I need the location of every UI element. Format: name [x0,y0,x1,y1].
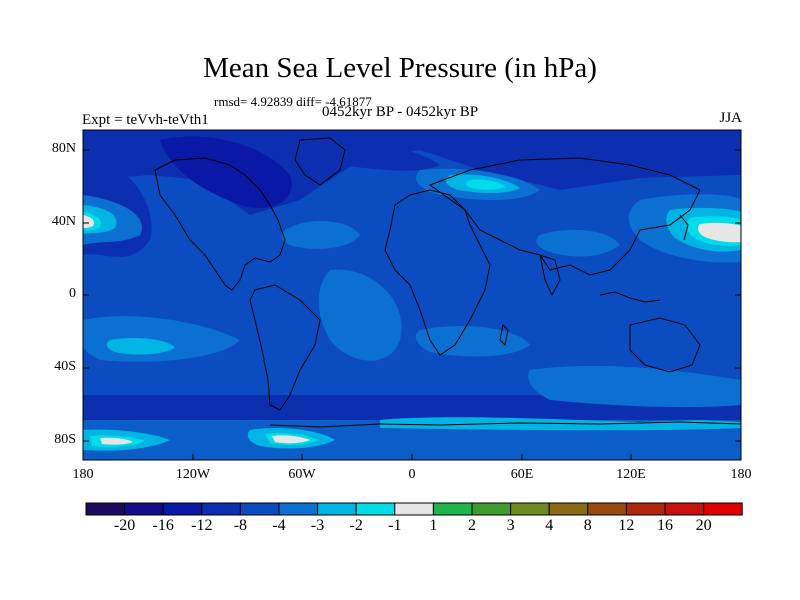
colorbar-box [85,502,126,516]
colorbar-box [510,502,550,516]
map-subtitle: 0452kyr BP - 0452kyr BP [322,104,479,120]
colorbar-box [317,502,357,516]
lat-label-80n: 80N [51,141,76,156]
lat-label-40s: 40S [54,359,76,374]
colorbar-label: -16 [152,517,174,534]
coastlines [154,137,741,428]
colorbar-box [124,502,164,516]
colorbar-box [278,502,319,516]
colorbar-label: 12 [618,517,635,534]
lon-label-180w: 180 [72,467,94,482]
colorbar-box [587,502,627,516]
lon-label-180e: 180 [730,467,752,482]
colorbar-label: 8 [583,517,592,534]
pressure-field [83,130,741,460]
lat-label-0: 0 [69,286,76,301]
experiment-label: Expt = teVvh-teVth1 [82,112,209,128]
colorbar-label: -12 [191,517,213,534]
axis-ticks [82,149,742,460]
colorbar-label: -20 [113,517,136,534]
lon-label-60e: 60E [510,467,534,482]
colorbar-label: -8 [233,517,248,534]
colorbar-label: -4 [272,517,286,534]
colorbar-label: 4 [545,517,554,534]
colorbar-box [394,502,434,516]
lat-label-80s: 80S [54,432,76,447]
colorbar-label: 16 [657,517,673,534]
colorbar-label: 1 [429,517,438,534]
colorbar-box [664,502,705,516]
colorbar-box [355,502,396,516]
colorbar-box [548,502,589,516]
colorbar-box [625,502,666,516]
lon-label-60w: 60W [288,467,316,482]
colorbar-label: 2 [468,517,476,534]
lon-label-120w: 120W [175,467,211,482]
colorbar-label: -1 [388,517,402,534]
lat-label-40n: 40N [51,214,76,229]
colorbar-label: -3 [310,517,325,534]
colorbar-box [471,502,512,516]
lon-label-0: 0 [408,467,416,482]
map-title: Mean Sea Level Pressure (in hPa) [203,52,597,84]
season-label: JJA [719,110,742,126]
colorbar-box [703,502,743,516]
lon-label-120e: 120E [616,467,646,482]
colorbar-label: 3 [506,517,515,534]
colorbar-box [201,502,241,516]
colorbar-label: 20 [695,517,712,534]
stats-line: rmsd= 4.92839 diff= -4.61877 [214,94,372,109]
colorbar-box [162,502,203,516]
colorbar-box [239,502,280,516]
colorbar-label: -2 [349,517,363,534]
colorbar-box [432,502,473,516]
